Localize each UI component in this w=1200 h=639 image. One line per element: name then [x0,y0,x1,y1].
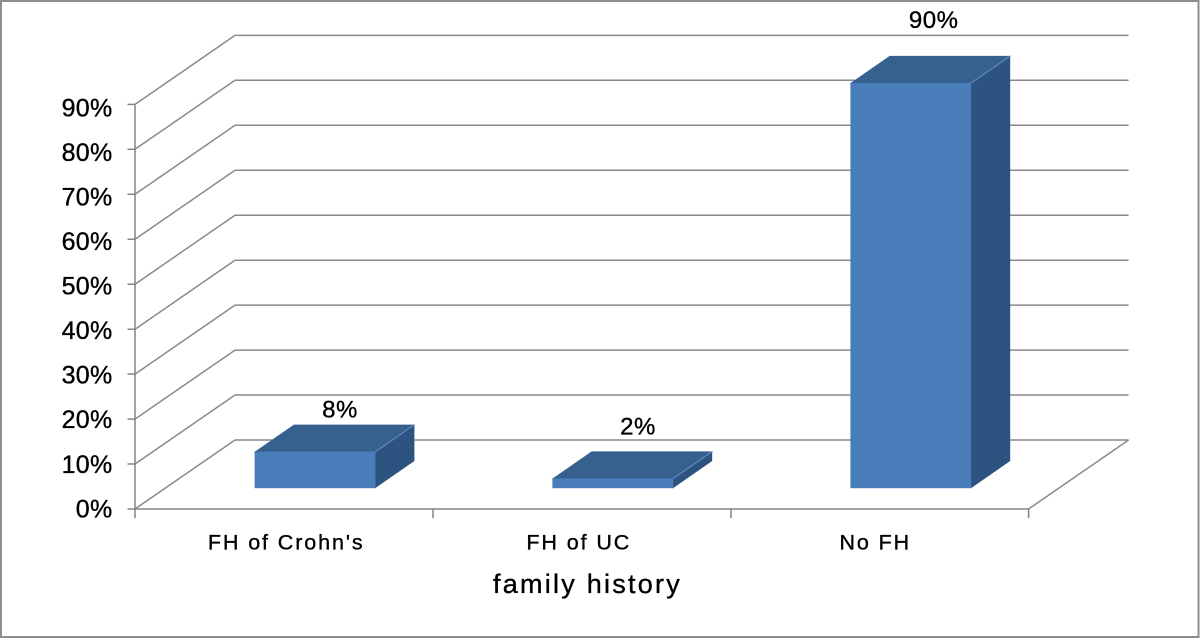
svg-text:90%: 90% [909,7,959,34]
svg-text:20%: 20% [62,406,113,434]
svg-text:0%: 0% [76,495,113,523]
svg-text:30%: 30% [62,362,113,390]
svg-text:60%: 60% [62,228,113,256]
svg-text:family history: family history [493,569,682,599]
svg-text:8%: 8% [322,396,358,423]
svg-text:90%: 90% [62,94,113,122]
svg-text:50%: 50% [62,273,113,301]
svg-text:40%: 40% [62,317,113,345]
svg-text:FH of UC: FH of UC [526,531,631,555]
svg-text:No FH: No FH [839,531,911,555]
svg-text:10%: 10% [62,451,113,479]
svg-text:80%: 80% [62,139,113,167]
svg-text:70%: 70% [62,183,113,211]
svg-text:2%: 2% [620,414,656,441]
svg-text:FH of Crohn's: FH of Crohn's [208,531,365,555]
